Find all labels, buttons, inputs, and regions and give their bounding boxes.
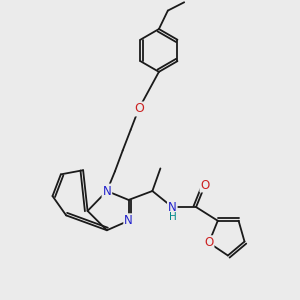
Text: N: N	[124, 214, 133, 227]
Text: N: N	[103, 184, 111, 197]
Text: O: O	[134, 103, 144, 116]
Text: H: H	[169, 212, 177, 223]
Text: O: O	[200, 178, 210, 192]
Text: O: O	[204, 236, 214, 249]
Text: N: N	[168, 201, 177, 214]
